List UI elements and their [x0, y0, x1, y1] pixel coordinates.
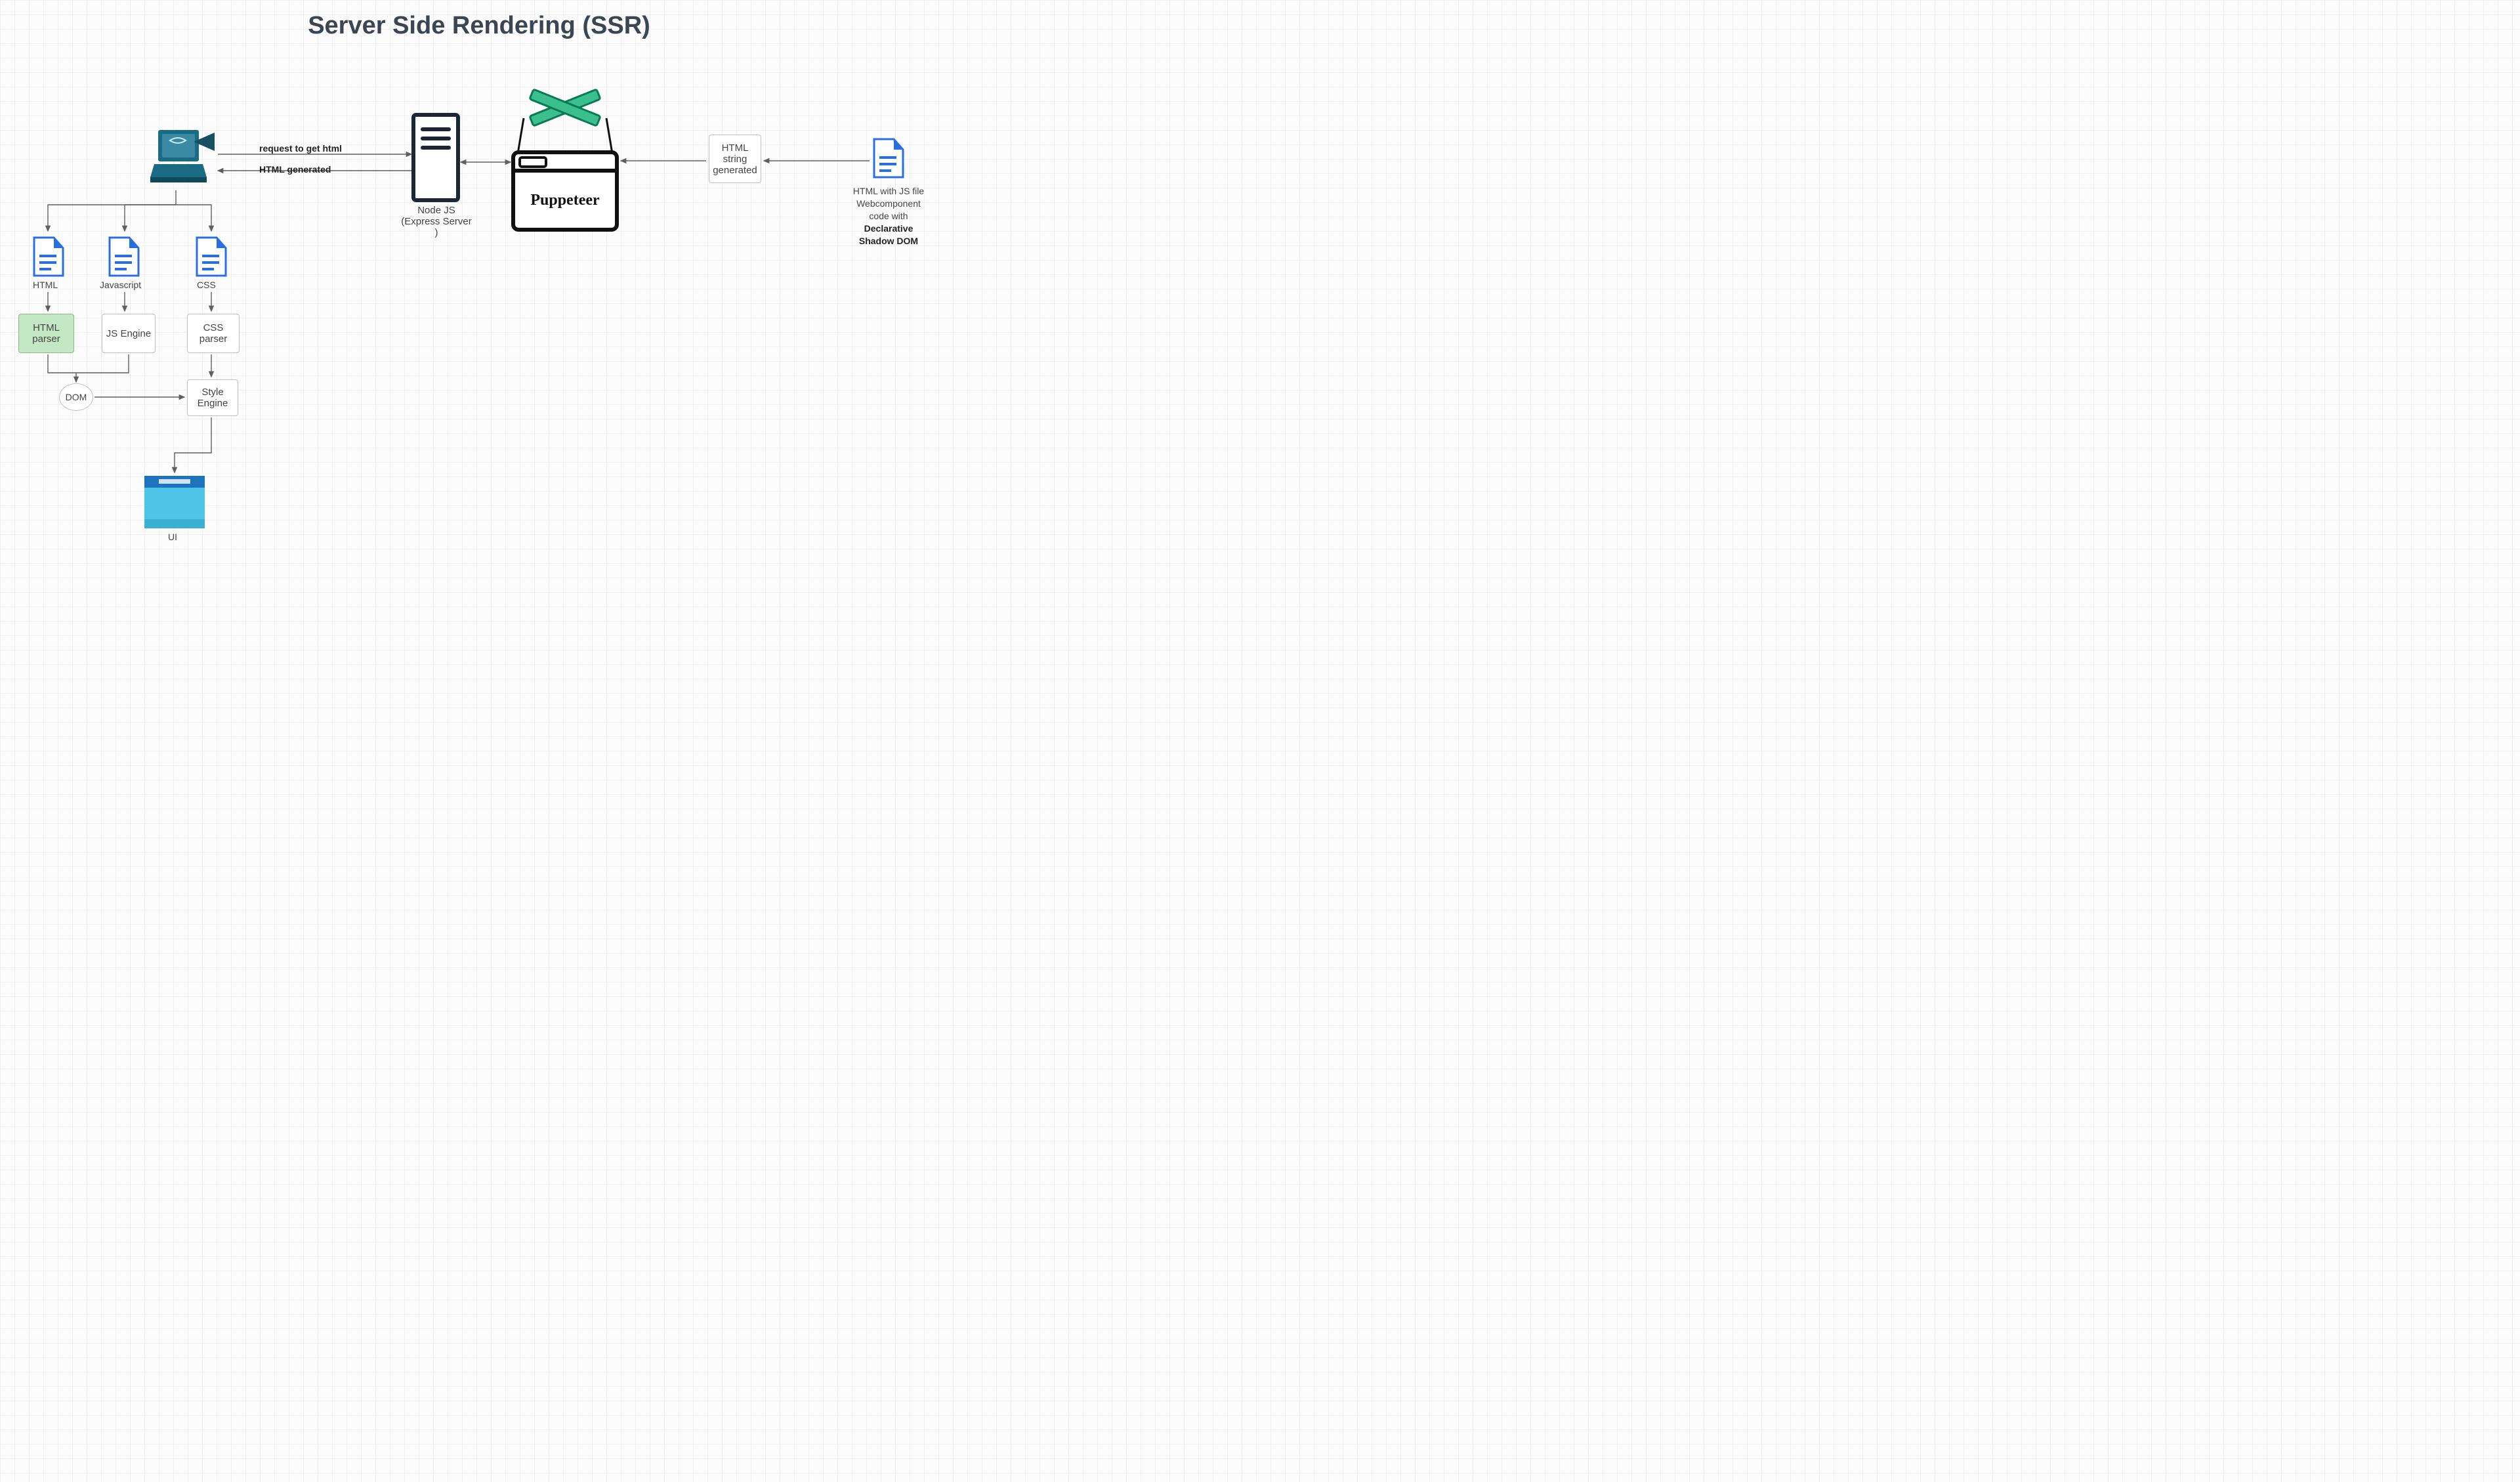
edge-label-request: request to get html [259, 143, 342, 154]
caption-server: Node JS (Express Server ) [400, 205, 472, 238]
file-icon-html [34, 238, 63, 276]
edge-label-response: HTML generated [259, 164, 331, 175]
caption-css: CSS [197, 280, 216, 290]
caption-js: Javascript [100, 280, 141, 290]
puppeteer-icon: Puppeteer [513, 89, 617, 230]
edge-htmlparser-dom [48, 354, 76, 382]
edge-fan-css [176, 205, 211, 231]
server-icon [413, 115, 458, 200]
file-icon-css [197, 238, 226, 276]
edge-fan-html [48, 205, 176, 231]
file-icon-right [874, 139, 903, 177]
node-style-engine: Style Engine [187, 379, 238, 416]
edge-jsengine-dom [76, 354, 129, 373]
ui-window-icon [144, 476, 205, 528]
caption-ui: UI [168, 532, 177, 542]
caption-file-right-2: Webcomponent code with [856, 198, 921, 221]
caption-file-right-3: Declarative Shadow DOM [859, 223, 918, 246]
caption-file-right-1: HTML with JS file [853, 186, 924, 196]
edge-fan-js [125, 205, 176, 231]
node-html-string: HTML string generated [709, 135, 761, 183]
node-dom: DOM [59, 383, 93, 411]
node-css-parser: CSS parser [187, 314, 240, 353]
caption-file-right: HTML with JS file Webcomponent code with… [849, 185, 928, 247]
edge-style-ui [175, 417, 211, 473]
node-html-parser: HTML parser [18, 314, 74, 353]
file-icon-js [110, 238, 138, 276]
diagram-canvas: Puppeteer [0, 0, 958, 564]
computer-icon [150, 130, 215, 182]
node-js-engine: JS Engine [102, 314, 156, 353]
puppeteer-label: Puppeteer [530, 192, 600, 209]
caption-html: HTML [33, 280, 58, 290]
